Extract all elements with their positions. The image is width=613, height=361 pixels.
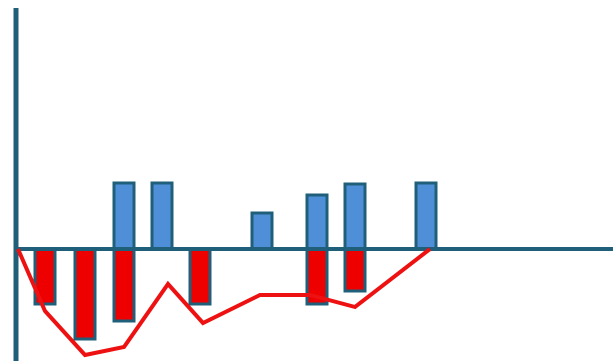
bar-negative-4 bbox=[112, 247, 136, 323]
bar-positive-8 bbox=[305, 193, 329, 251]
bar-positive-3 bbox=[112, 181, 136, 251]
bar-negative-2 bbox=[73, 247, 97, 341]
bar-positive-10 bbox=[343, 182, 367, 251]
series-line bbox=[16, 247, 432, 358]
bars-layer bbox=[33, 181, 438, 341]
bar-positive-5 bbox=[150, 181, 174, 251]
bar-positive-7 bbox=[250, 211, 274, 251]
bar-positive-12 bbox=[414, 181, 438, 251]
bar-negative-11 bbox=[343, 247, 367, 293]
bar-negative-6 bbox=[188, 247, 212, 306]
